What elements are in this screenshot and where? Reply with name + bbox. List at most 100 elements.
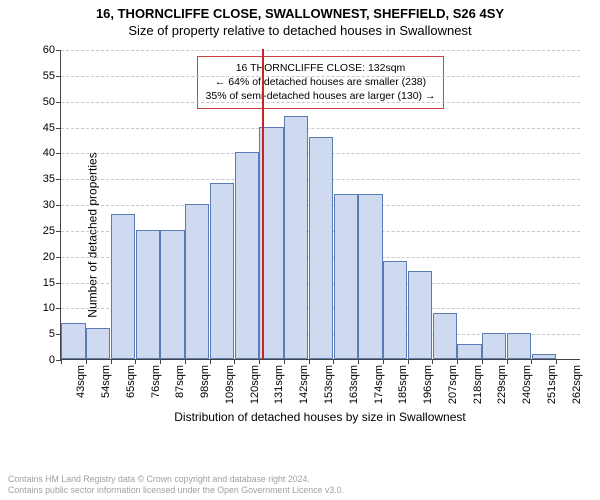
xtick-mark — [185, 359, 186, 364]
ytick-label: 35 — [43, 173, 55, 185]
xtick-label: 185sqm — [397, 365, 409, 404]
histogram-bar — [457, 344, 481, 360]
xtick-label: 65sqm — [125, 365, 137, 398]
ytick-mark — [56, 153, 61, 154]
histogram-bar — [160, 230, 184, 359]
annotation-line: 16 THORNCLIFFE CLOSE: 132sqm — [206, 61, 436, 75]
ytick-label: 30 — [43, 199, 55, 211]
ytick-mark — [56, 231, 61, 232]
footer-line: Contains public sector information licen… — [8, 485, 344, 496]
ytick-mark — [56, 205, 61, 206]
xtick-mark — [333, 359, 334, 364]
histogram-bar — [136, 230, 160, 359]
xtick-label: 43sqm — [75, 365, 87, 398]
xtick-label: 76sqm — [150, 365, 162, 398]
gridline — [61, 76, 580, 77]
xtick-mark — [160, 359, 161, 364]
histogram-bar — [482, 333, 506, 359]
xtick-mark — [111, 359, 112, 364]
xtick-mark — [86, 359, 87, 364]
xtick-label: 229sqm — [496, 365, 508, 404]
xtick-label: 196sqm — [422, 365, 434, 404]
xtick-mark — [210, 359, 211, 364]
ytick-label: 50 — [43, 96, 55, 108]
footer: Contains HM Land Registry data © Crown c… — [8, 474, 344, 496]
xtick-label: 87sqm — [174, 365, 186, 398]
ytick-label: 25 — [43, 225, 55, 237]
histogram-bar — [111, 214, 135, 359]
xtick-mark — [556, 359, 557, 364]
xtick-mark — [309, 359, 310, 364]
ytick-label: 55 — [43, 70, 55, 82]
xtick-label: 207sqm — [447, 365, 459, 404]
ytick-mark — [56, 76, 61, 77]
xtick-label: 174sqm — [373, 365, 385, 404]
histogram-bar — [358, 194, 382, 359]
ytick-label: 40 — [43, 147, 55, 159]
ytick-label: 0 — [49, 354, 55, 366]
xtick-mark — [358, 359, 359, 364]
annotation-line: ← 64% of detached houses are smaller (23… — [206, 75, 436, 89]
ytick-mark — [56, 283, 61, 284]
xtick-label: 262sqm — [571, 365, 583, 404]
xtick-mark — [457, 359, 458, 364]
ytick-mark — [56, 50, 61, 51]
ytick-mark — [56, 128, 61, 129]
xtick-mark — [408, 359, 409, 364]
histogram-bar — [433, 313, 457, 360]
histogram-bar — [210, 183, 234, 359]
histogram-bar — [408, 271, 432, 359]
histogram-bar — [284, 116, 308, 359]
xtick-mark — [284, 359, 285, 364]
xtick-label: 251sqm — [546, 365, 558, 404]
annotation-box: 16 THORNCLIFFE CLOSE: 132sqm← 64% of det… — [197, 56, 445, 109]
xtick-label: 153sqm — [323, 365, 335, 404]
xtick-label: 218sqm — [472, 365, 484, 404]
ytick-mark — [56, 308, 61, 309]
ytick-mark — [56, 257, 61, 258]
ytick-mark — [56, 179, 61, 180]
histogram-bar — [235, 152, 259, 359]
xtick-mark — [234, 359, 235, 364]
xtick-mark — [531, 359, 532, 364]
xtick-label: 98sqm — [199, 365, 211, 398]
xtick-mark — [482, 359, 483, 364]
gridline — [61, 50, 580, 51]
xtick-label: 109sqm — [224, 365, 236, 404]
ytick-label: 10 — [43, 302, 55, 314]
xtick-mark — [61, 359, 62, 364]
xtick-label: 120sqm — [249, 365, 261, 404]
ytick-label: 60 — [43, 44, 55, 56]
xtick-label: 54sqm — [100, 365, 112, 398]
xtick-mark — [432, 359, 433, 364]
footer-line: Contains HM Land Registry data © Crown c… — [8, 474, 344, 485]
histogram-bar — [507, 333, 531, 359]
plot-area: 16 THORNCLIFFE CLOSE: 132sqm← 64% of det… — [60, 50, 580, 360]
xtick-label: 163sqm — [348, 365, 360, 404]
histogram-bar — [86, 328, 110, 359]
chart-area: Number of detached properties 16 THORNCL… — [60, 50, 580, 420]
ytick-label: 45 — [43, 122, 55, 134]
xtick-mark — [259, 359, 260, 364]
histogram-bar — [185, 204, 209, 359]
xtick-mark — [135, 359, 136, 364]
x-axis-label: Distribution of detached houses by size … — [174, 410, 466, 424]
ytick-label: 15 — [43, 277, 55, 289]
xtick-label: 240sqm — [521, 365, 533, 404]
xtick-label: 131sqm — [273, 365, 285, 404]
histogram-bar — [61, 323, 85, 359]
histogram-bar — [309, 137, 333, 359]
gridline — [61, 102, 580, 103]
ytick-label: 20 — [43, 251, 55, 263]
page-title: 16, THORNCLIFFE CLOSE, SWALLOWNEST, SHEF… — [0, 6, 600, 21]
histogram-bar — [532, 354, 556, 359]
ytick-mark — [56, 102, 61, 103]
xtick-mark — [507, 359, 508, 364]
xtick-label: 142sqm — [298, 365, 310, 404]
histogram-bar — [334, 194, 358, 359]
title-block: 16, THORNCLIFFE CLOSE, SWALLOWNEST, SHEF… — [0, 0, 600, 38]
histogram-bar — [383, 261, 407, 359]
xtick-mark — [383, 359, 384, 364]
page-subtitle: Size of property relative to detached ho… — [0, 23, 600, 38]
ytick-label: 5 — [49, 328, 55, 340]
